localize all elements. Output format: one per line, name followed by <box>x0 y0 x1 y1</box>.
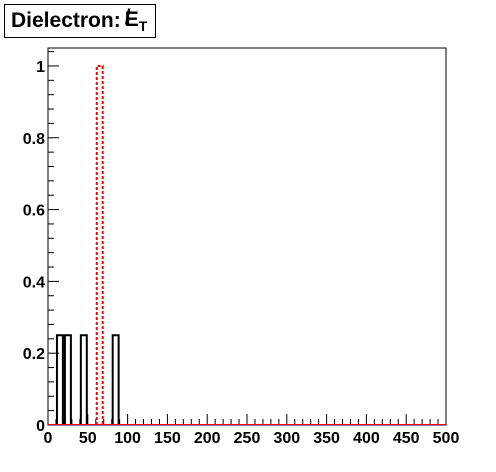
missing-et-symbol: E / T <box>124 6 148 34</box>
chart-title: Dielectron: E / T <box>4 4 157 38</box>
slash-icon: / <box>124 6 131 29</box>
y-tick-label: 0.8 <box>23 131 45 148</box>
histogram-bar <box>79 334 88 425</box>
x-tick-label: 350 <box>313 430 340 447</box>
x-tick-label: 100 <box>114 430 141 447</box>
histogram-bar <box>55 334 64 425</box>
x-tick-label: 50 <box>79 430 97 447</box>
x-tick-label: 500 <box>433 430 460 447</box>
chart-title-text: Dielectron: <box>11 9 121 32</box>
missing-et-subscript: T <box>138 18 148 34</box>
x-tick-label: 0 <box>44 430 53 447</box>
x-tick-label: 450 <box>393 430 420 447</box>
histogram-bar <box>63 334 72 425</box>
y-tick-label: 0 <box>36 418 45 435</box>
x-tick-label: 200 <box>194 430 221 447</box>
x-tick-label: 150 <box>154 430 181 447</box>
histogram-bars <box>48 64 446 425</box>
x-tick-label: 250 <box>234 430 261 447</box>
y-tick-label: 0.6 <box>23 203 45 220</box>
tick-labels: 0 50 100 150 200 250 300 350 400 450 500 0 0.2 0.4 0.6… <box>23 59 460 447</box>
plot-frame <box>47 47 447 426</box>
histogram-bar <box>95 64 104 425</box>
histogram-bar <box>111 334 120 425</box>
y-tick-label: 0.4 <box>23 274 45 291</box>
x-tick-label: 300 <box>273 430 300 447</box>
y-tick-label: 0.2 <box>23 346 45 363</box>
x-tick-label: 400 <box>353 430 380 447</box>
y-tick-label: 1 <box>36 59 45 76</box>
missing-et-letter: E <box>124 8 139 31</box>
